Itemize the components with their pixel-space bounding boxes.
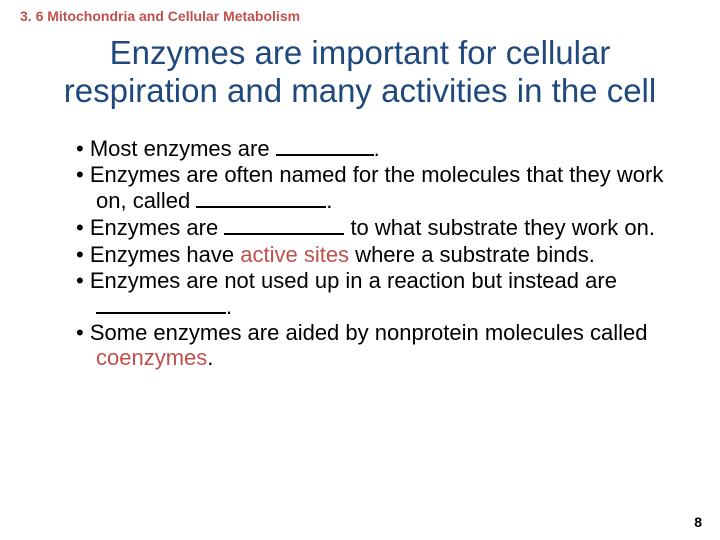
bullet-text: where a substrate binds. <box>349 242 595 267</box>
bullet-text: Enzymes are often named for the molecule… <box>90 162 664 212</box>
bullet-item: Enzymes are to what substrate they work … <box>76 215 680 240</box>
fill-blank <box>96 294 226 314</box>
bullet-text: . <box>374 136 380 161</box>
highlight-text: active sites <box>240 242 349 267</box>
bullet-item: Most enzymes are . <box>76 136 680 161</box>
section-header: 3. 6 Mitochondria and Cellular Metabolis… <box>20 8 700 24</box>
bullet-text: Enzymes are <box>90 215 225 240</box>
page-number: 8 <box>694 514 702 530</box>
bullet-list: Most enzymes are .Enzymes are often name… <box>20 136 700 371</box>
bullet-text: Most enzymes are <box>90 136 276 161</box>
slide: 3. 6 Mitochondria and Cellular Metabolis… <box>0 0 720 540</box>
fill-blank <box>196 188 326 208</box>
bullet-text: Enzymes have <box>90 242 240 267</box>
bullet-text: Some enzymes are aided by nonprotein mol… <box>90 320 648 345</box>
bullet-item: Some enzymes are aided by nonprotein mol… <box>76 321 680 370</box>
bullet-text: to what substrate they work on. <box>344 215 655 240</box>
bullet-item: Enzymes have active sites where a substr… <box>76 243 680 268</box>
fill-blank <box>224 215 344 235</box>
slide-title: Enzymes are important for cellular respi… <box>20 34 700 110</box>
fill-blank <box>276 136 374 156</box>
bullet-text: . <box>207 345 213 370</box>
bullet-item: Enzymes are often named for the molecule… <box>76 163 680 213</box>
highlight-text: coenzymes <box>96 345 207 370</box>
bullet-text: . <box>326 188 332 213</box>
bullet-text: Enzymes are not used up in a reaction bu… <box>90 268 617 293</box>
bullet-text: . <box>226 294 232 319</box>
bullet-item: Enzymes are not used up in a reaction bu… <box>76 269 680 319</box>
